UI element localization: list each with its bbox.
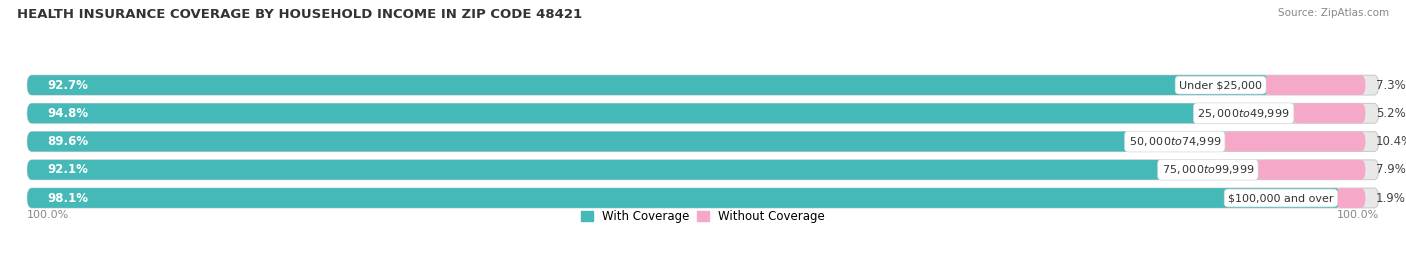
Text: $75,000 to $99,999: $75,000 to $99,999 (1161, 163, 1254, 176)
FancyBboxPatch shape (27, 75, 1268, 95)
Text: 92.1%: 92.1% (48, 163, 89, 176)
Text: 100.0%: 100.0% (27, 210, 69, 220)
Text: 10.4%: 10.4% (1376, 135, 1406, 148)
Text: 94.8%: 94.8% (48, 107, 89, 120)
FancyBboxPatch shape (1292, 104, 1365, 123)
Text: 7.3%: 7.3% (1376, 79, 1406, 92)
FancyBboxPatch shape (27, 132, 1379, 151)
Text: 92.7%: 92.7% (48, 79, 89, 92)
Text: $50,000 to $74,999: $50,000 to $74,999 (1129, 135, 1220, 148)
FancyBboxPatch shape (1265, 75, 1365, 95)
Text: 89.6%: 89.6% (48, 135, 89, 148)
FancyBboxPatch shape (27, 160, 1379, 180)
FancyBboxPatch shape (27, 160, 1261, 180)
FancyBboxPatch shape (27, 188, 1340, 208)
FancyBboxPatch shape (27, 188, 1379, 208)
FancyBboxPatch shape (27, 104, 1296, 123)
FancyBboxPatch shape (1336, 188, 1365, 208)
Text: $25,000 to $49,999: $25,000 to $49,999 (1198, 107, 1289, 120)
Text: 1.9%: 1.9% (1376, 192, 1406, 204)
Text: 98.1%: 98.1% (48, 192, 89, 204)
Text: Source: ZipAtlas.com: Source: ZipAtlas.com (1278, 8, 1389, 18)
FancyBboxPatch shape (27, 104, 1379, 123)
Text: $100,000 and over: $100,000 and over (1229, 193, 1334, 203)
Text: 7.9%: 7.9% (1376, 163, 1406, 176)
FancyBboxPatch shape (1257, 160, 1365, 180)
FancyBboxPatch shape (27, 75, 1379, 95)
FancyBboxPatch shape (1223, 132, 1365, 151)
Text: Under $25,000: Under $25,000 (1180, 80, 1263, 90)
Legend: With Coverage, Without Coverage: With Coverage, Without Coverage (581, 210, 825, 223)
FancyBboxPatch shape (27, 132, 1227, 151)
Text: 100.0%: 100.0% (1337, 210, 1379, 220)
Text: 5.2%: 5.2% (1376, 107, 1406, 120)
Text: HEALTH INSURANCE COVERAGE BY HOUSEHOLD INCOME IN ZIP CODE 48421: HEALTH INSURANCE COVERAGE BY HOUSEHOLD I… (17, 8, 582, 21)
